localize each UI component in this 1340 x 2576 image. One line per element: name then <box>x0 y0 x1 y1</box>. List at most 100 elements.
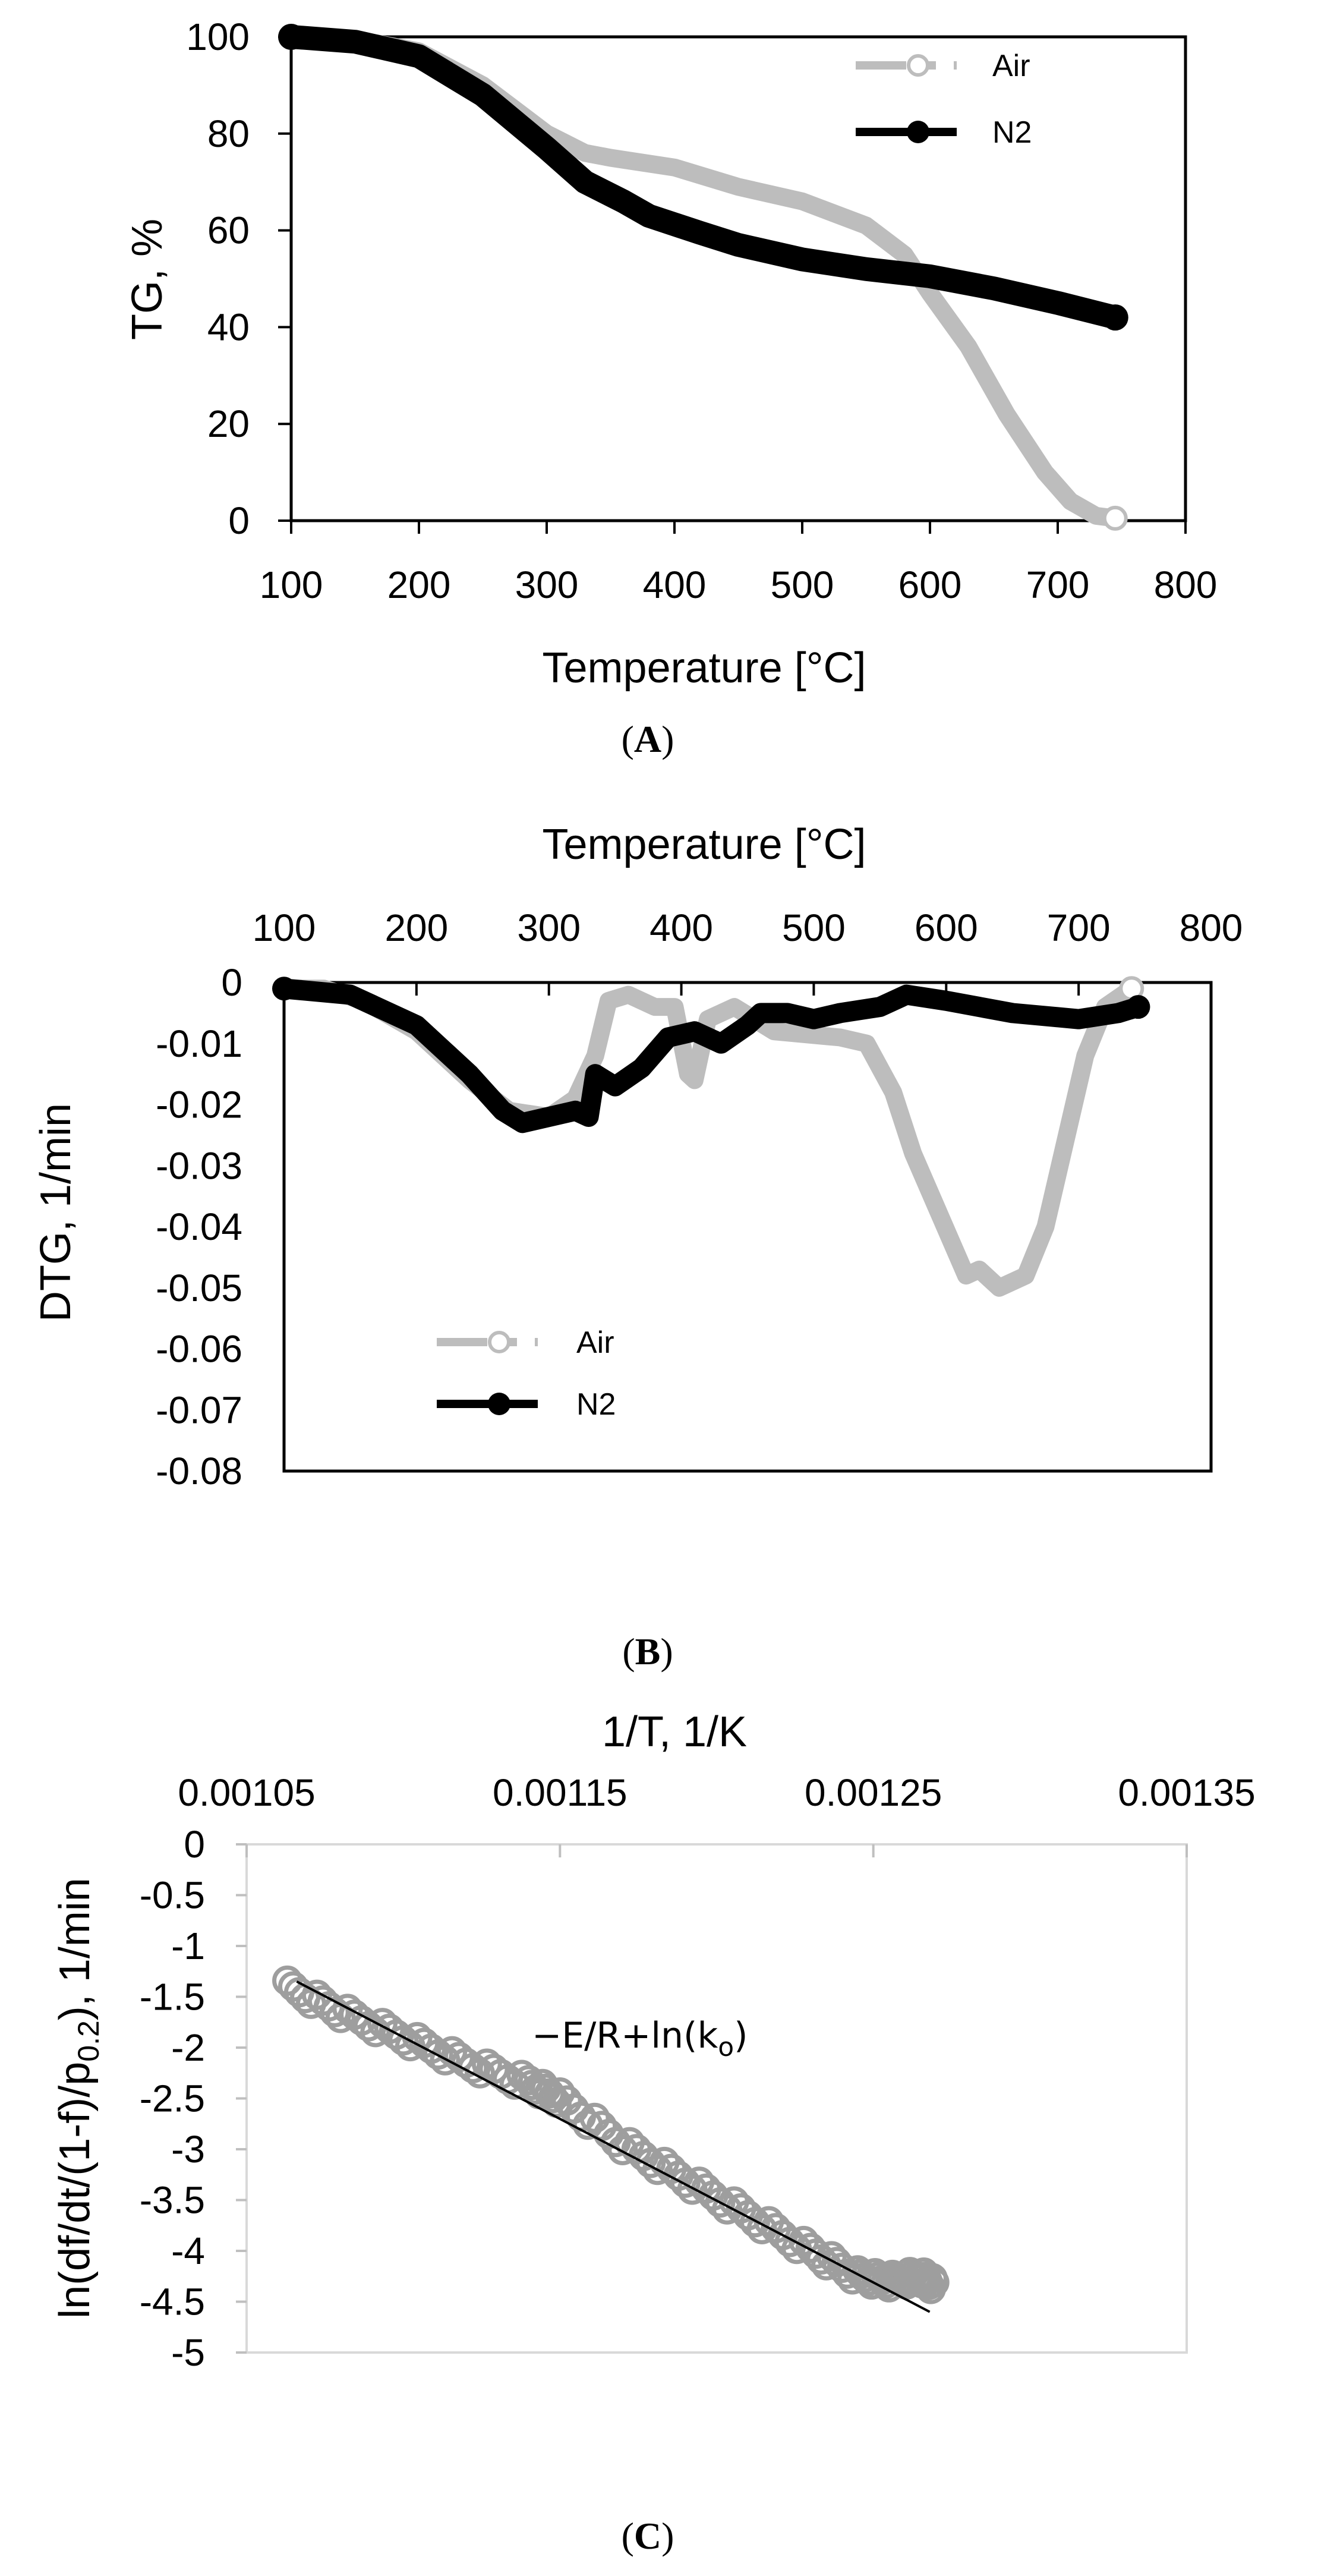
x-tick-label: 100 <box>253 906 316 949</box>
x-tick-label: 0.00125 <box>805 1771 942 1814</box>
data-point <box>319 1996 350 2027</box>
legend-n2-marker <box>907 121 929 143</box>
panel-b-plot-frame <box>282 981 1213 1473</box>
y-tick-label: 0 <box>221 961 242 1004</box>
data-point <box>712 2194 743 2225</box>
fit-annotation-sub: o <box>718 2032 734 2062</box>
data-point <box>360 2017 391 2048</box>
y-tick-label: -0.06 <box>156 1328 242 1371</box>
y-tick-label: 0 <box>228 499 250 542</box>
series-end-marker <box>1102 304 1128 331</box>
panel-b-ylabel: DTG, 1/min <box>32 1103 80 1322</box>
y-tick-label: -5 <box>171 2331 205 2374</box>
data-point <box>635 2147 666 2178</box>
panel-a-caption: (A) <box>622 718 674 760</box>
data-point <box>677 2174 708 2205</box>
panel-c-xlabel: 1/T, 1/K <box>602 1708 747 1756</box>
x-tick-label: 100 <box>260 563 323 606</box>
x-tick-label: 800 <box>1154 563 1218 606</box>
series-line-n2 <box>279 25 1127 330</box>
panel-a-legend: Air N2 <box>856 49 1032 150</box>
panel-b-legend: Air N2 <box>437 1325 616 1422</box>
y-tick-label: -4.5 <box>140 2281 205 2323</box>
x-tick-label: 400 <box>643 563 707 606</box>
panel-c-caption-letter: C <box>634 2515 661 2557</box>
y-tick-label: -3.5 <box>140 2179 205 2222</box>
y-tick-label: -0.07 <box>156 1388 242 1431</box>
data-point <box>774 2227 805 2257</box>
legend-air-label: Air <box>576 1325 614 1360</box>
y-tick-label: 40 <box>207 306 250 348</box>
series-end-marker <box>1126 995 1150 1019</box>
panel-c-caption: (C) <box>622 2515 674 2557</box>
x-tick-label: 0.00115 <box>493 1771 628 1814</box>
series-line-n2 <box>274 978 1149 1133</box>
panel-b-xlabel: Temperature [°C] <box>543 821 866 868</box>
legend-air-marker <box>907 54 929 77</box>
data-point <box>388 2025 419 2056</box>
x-tick-label: 200 <box>387 563 451 606</box>
x-tick-label: 0.00105 <box>178 1771 315 1814</box>
y-tick-label: -4 <box>171 2229 205 2272</box>
series-start-marker <box>272 977 296 1001</box>
y-tick-label: 0 <box>184 1823 205 1866</box>
legend-air-marker <box>488 1331 510 1353</box>
data-point <box>430 2045 461 2076</box>
panel-c-ylabel-main: ln(df/dt/(1-f)/p <box>51 2062 99 2319</box>
y-tick-label: -3 <box>171 2128 205 2171</box>
y-tick-label: -0.08 <box>156 1450 242 1492</box>
x-tick-label: 500 <box>782 906 846 949</box>
panel-b: 0 -0.01 -0.02 -0.03 -0.04 -0.05 -0.06 -0.07 -0.0… <box>32 821 1243 1673</box>
panel-c-ylabel: ln(df/dt/(1-f)/p0.2), 1/min <box>51 1878 105 2319</box>
fit-annotation-main: −E/R+ln(k <box>532 2015 718 2057</box>
data-point <box>705 2187 736 2218</box>
legend-n2-label: N2 <box>992 115 1032 150</box>
x-tick-label: 300 <box>515 563 579 606</box>
panel-a: 0 20 40 60 80 100 100 200 300 400 500 600 700 800 TG… <box>124 15 1217 760</box>
panel-a-plot-frame <box>289 35 1187 522</box>
y-tick-label: -0.01 <box>156 1022 242 1065</box>
panel-c-plot-frame <box>245 1843 1188 2354</box>
series-start-marker <box>278 24 304 50</box>
panel-b-caption: (B) <box>622 1630 673 1673</box>
panel-a-xlabel: Temperature [°C] <box>543 644 866 692</box>
data-point <box>746 2213 777 2244</box>
x-tick-label: 600 <box>915 906 978 949</box>
fit-line <box>296 1980 931 2313</box>
y-tick-label: -1.5 <box>140 1976 205 2018</box>
data-point <box>423 2039 453 2070</box>
y-tick-label: 100 <box>186 15 250 58</box>
fit-annotation-tail: ) <box>734 2015 748 2057</box>
y-tick-label: -1 <box>171 1925 205 1967</box>
x-tick-label: 600 <box>898 563 962 606</box>
y-tick-label: -0.05 <box>156 1267 242 1309</box>
data-point <box>919 2267 950 2298</box>
series-end-marker <box>1102 505 1128 531</box>
y-tick-label: -2.5 <box>140 2077 205 2120</box>
data-point <box>395 2031 425 2062</box>
y-tick-label: -0.03 <box>156 1144 242 1187</box>
panel-c-ylabel-sub: 0.2 <box>72 2020 105 2062</box>
x-tick-label: 700 <box>1047 906 1111 949</box>
x-tick-label: 400 <box>649 906 713 949</box>
x-tick-label: 300 <box>517 906 581 949</box>
x-tick-label: 800 <box>1180 906 1243 949</box>
y-tick-label: 20 <box>207 402 250 445</box>
legend-n2-label: N2 <box>576 1387 616 1422</box>
y-tick-label: -0.02 <box>156 1084 242 1126</box>
y-tick-label: -2 <box>171 2026 205 2069</box>
y-tick-label: 60 <box>207 209 250 252</box>
data-point <box>739 2207 770 2238</box>
x-tick-label: 700 <box>1026 563 1090 606</box>
x-tick-label: 200 <box>384 906 448 949</box>
y-tick-label: -0.04 <box>156 1205 242 1248</box>
panel-b-caption-letter: B <box>635 1630 661 1673</box>
panel-a-caption-letter: A <box>634 718 661 760</box>
panel-c: 0 -0.5 -1 -1.5 -2 -2.5 -3 -3.5 -4 -4.5 -5 0.00105 0… <box>51 1708 1256 2557</box>
x-tick-label: 500 <box>771 563 834 606</box>
data-point <box>642 2155 673 2185</box>
legend-n2-marker <box>488 1393 510 1415</box>
x-tick-label: 0.00135 <box>1118 1771 1255 1814</box>
data-point <box>670 2167 701 2198</box>
